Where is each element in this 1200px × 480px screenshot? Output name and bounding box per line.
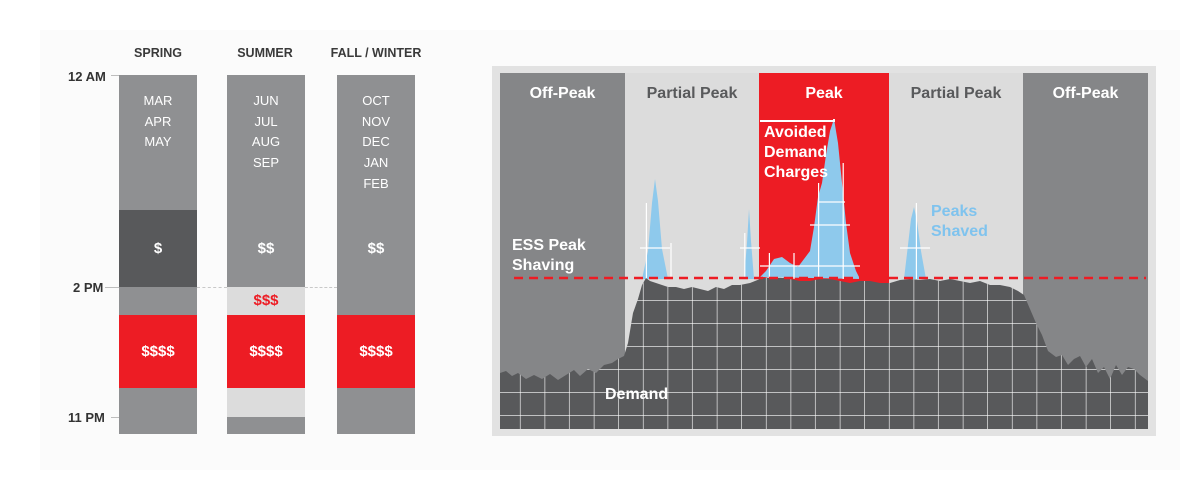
season-column-fall-winter: OCT NOV DEC JAN FEB $$ $$$$ bbox=[337, 75, 415, 434]
annotation-line: Avoided bbox=[764, 124, 827, 141]
shaved-peak bbox=[760, 119, 860, 279]
annotation-line: ESS Peak bbox=[512, 237, 586, 254]
zone-label-partial-peak-right: Partial Peak bbox=[910, 85, 1002, 102]
month-label: JAN bbox=[363, 155, 389, 171]
annotation-line: Shaving bbox=[512, 257, 575, 274]
month-label: FEB bbox=[363, 175, 389, 191]
month-label: NOV bbox=[361, 113, 391, 129]
annotation-line: Peaks bbox=[931, 203, 978, 220]
summer-partial-peak-block: $$$ bbox=[227, 287, 305, 315]
spring-offpeak-morning: MAR APR MAY bbox=[119, 75, 197, 210]
spring-gap bbox=[119, 287, 197, 315]
zone-label-offpeak-left: Off-Peak bbox=[529, 85, 596, 102]
guide-2pm-b bbox=[305, 287, 337, 288]
month-label: APR bbox=[144, 113, 172, 129]
avoided-demand-charges-label: Avoided Demand Charges bbox=[764, 123, 828, 183]
summer-offpeak-block: JUN JUL AUG SEP $$ bbox=[227, 75, 305, 287]
annotation-line: Charges bbox=[764, 164, 829, 181]
fall-mid-price: $$ bbox=[367, 240, 385, 257]
summer-months: JUN JUL AUG SEP bbox=[227, 91, 305, 174]
shaved-peak bbox=[642, 179, 668, 279]
month-label: OCT bbox=[362, 93, 390, 108]
season-header-summer: SUMMER bbox=[237, 46, 293, 60]
spring-offpeak-night bbox=[119, 388, 197, 434]
summer-partial-peak-evening bbox=[227, 388, 305, 417]
guide-2pm-a bbox=[197, 287, 227, 288]
month-label: MAY bbox=[144, 134, 172, 150]
shaved-peak bbox=[744, 209, 754, 279]
peak-shaving-chart bbox=[500, 73, 1148, 429]
time-label-11pm: 11 PM bbox=[68, 410, 105, 425]
month-label: AUG bbox=[251, 134, 281, 150]
demand-label: Demand bbox=[605, 386, 669, 403]
annotation-line: Demand bbox=[764, 144, 828, 161]
fall-offpeak-night bbox=[337, 388, 415, 434]
spring-mid-price: $ bbox=[153, 240, 163, 257]
spring-peak-block: $$$$ bbox=[119, 315, 197, 388]
fall-peak-block: $$$$ bbox=[337, 315, 415, 388]
spring-mid-block: $ bbox=[119, 210, 197, 287]
summer-partial-peak-price: $$$ bbox=[253, 292, 279, 309]
spring-peak-price: $$$$ bbox=[141, 343, 175, 360]
avoided-bracket bbox=[760, 119, 835, 122]
tick-12am bbox=[111, 75, 119, 76]
season-header-spring: SPRING bbox=[134, 46, 182, 60]
tick-2pm bbox=[105, 287, 119, 288]
month-label: JUL bbox=[254, 113, 278, 129]
zone-label-peak: Peak bbox=[805, 85, 843, 102]
fall-peak-price: $$$$ bbox=[359, 343, 393, 360]
month-label: DEC bbox=[362, 134, 390, 150]
shaved-peaks bbox=[642, 119, 926, 279]
summer-offpeak-night bbox=[227, 417, 305, 434]
shaved-peak bbox=[904, 207, 926, 279]
ess-peak-shaving-label: ESS Peak Shaving bbox=[512, 236, 586, 276]
zone-label-offpeak-right: Off-Peak bbox=[1052, 85, 1119, 102]
zone-label-partial-peak-left: Partial Peak bbox=[646, 85, 738, 102]
fall-months: OCT NOV DEC JAN FEB bbox=[337, 91, 415, 195]
month-label: SEP bbox=[252, 155, 279, 171]
spring-months: MAR APR MAY bbox=[119, 91, 197, 153]
time-label-2pm: 2 PM bbox=[73, 280, 104, 295]
summer-peak-block: $$$$ bbox=[227, 315, 305, 388]
month-label: MAR bbox=[143, 93, 173, 108]
season-column-summer: JUN JUL AUG SEP $$ $$$ $$$$ bbox=[227, 75, 305, 434]
summer-mid-price: $$ bbox=[257, 240, 275, 257]
fall-offpeak-block: OCT NOV DEC JAN FEB $$ bbox=[337, 75, 415, 315]
season-header-fall-winter: FALL / WINTER bbox=[330, 46, 422, 60]
tick-11pm bbox=[111, 417, 119, 418]
time-label-12am: 12 AM bbox=[68, 69, 106, 84]
month-label: JUN bbox=[253, 93, 279, 108]
summer-peak-price: $$$$ bbox=[249, 343, 283, 360]
annotation-line: Shaved bbox=[931, 223, 988, 240]
peak-grid-lines bbox=[640, 163, 930, 279]
peaks-shaved-label: Peaks Shaved bbox=[931, 202, 988, 242]
season-column-spring: MAR APR MAY $ $$$$ bbox=[119, 75, 197, 434]
